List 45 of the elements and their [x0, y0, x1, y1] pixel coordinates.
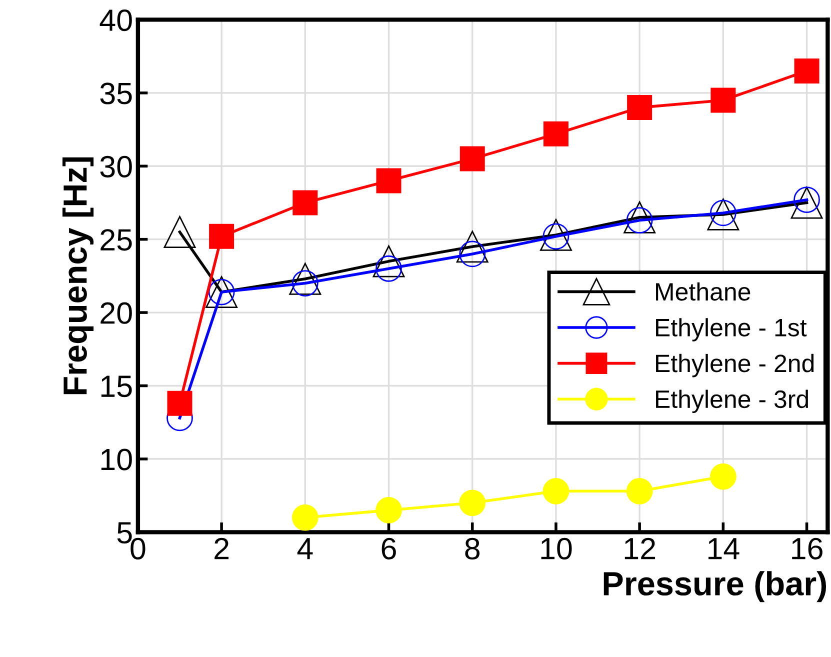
- x-tick-label: 12: [624, 538, 656, 560]
- y-tick-label: 10: [101, 448, 132, 470]
- point: [167, 390, 192, 416]
- point: [460, 146, 485, 172]
- point: [456, 230, 488, 263]
- point: [627, 95, 652, 120]
- point: [710, 88, 736, 113]
- x-axis-title: Pressure (bar): [604, 571, 826, 602]
- point: [626, 478, 653, 504]
- point: [209, 224, 234, 249]
- point: [289, 262, 322, 295]
- x-tick-label: 14: [708, 538, 740, 560]
- y-tick-label: 20: [100, 302, 132, 324]
- legend-label: Ethylene - 2nd: [656, 354, 814, 378]
- y-axis-title: Frequency [Hz]: [62, 157, 94, 394]
- point: [292, 190, 318, 216]
- point: [459, 490, 486, 516]
- point: [624, 201, 656, 234]
- x-tick-label: 16: [792, 538, 822, 560]
- y-tick-label: 35: [100, 82, 132, 104]
- x-tick-label: 10: [541, 538, 572, 560]
- x-tick-label: 8: [465, 538, 480, 560]
- point: [292, 504, 318, 531]
- legend-label: Ethylene - 3rd: [656, 390, 808, 414]
- x-tick-label: 6: [382, 538, 396, 560]
- point: [540, 218, 572, 251]
- x-tick-label: 0: [130, 538, 146, 560]
- point: [372, 245, 405, 278]
- x-tick-label: 4: [297, 538, 313, 560]
- legend-label: Methane: [656, 282, 750, 301]
- point: [790, 186, 823, 219]
- point: [794, 58, 820, 84]
- x-tick-label: 2: [214, 538, 229, 560]
- point: [542, 478, 570, 504]
- point: [543, 121, 568, 146]
- point: [710, 463, 736, 490]
- y-tick-label: 15: [101, 376, 132, 398]
- y-tick-label: 25: [100, 229, 132, 251]
- point: [376, 168, 402, 194]
- y-tick-label: 5: [117, 522, 132, 544]
- point: [376, 497, 402, 524]
- y-tick-label: 40: [100, 9, 132, 32]
- y-tick-label: 30: [100, 156, 132, 178]
- point: [164, 216, 196, 248]
- legend-label: Ethylene - 1st: [656, 318, 807, 342]
